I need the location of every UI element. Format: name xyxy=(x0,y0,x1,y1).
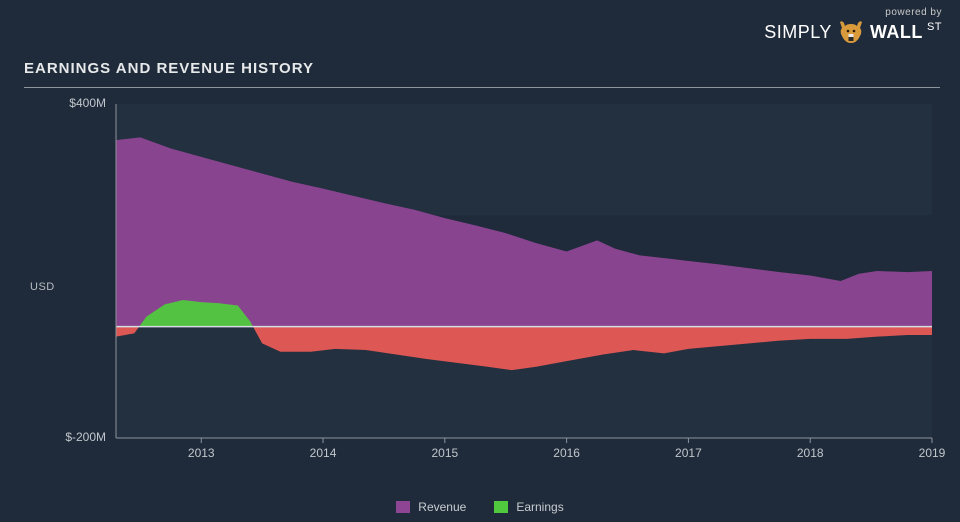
powered-by-label: powered by xyxy=(764,8,942,18)
legend-item-revenue: Revenue xyxy=(396,500,466,514)
chart-title: EARNINGS AND REVENUE HISTORY xyxy=(24,60,940,83)
x-tick-label: 2018 xyxy=(797,446,824,460)
x-tick-label: 2015 xyxy=(431,446,458,460)
legend-item-earnings: Earnings xyxy=(494,500,563,514)
title-rule xyxy=(24,87,940,88)
brand-logo: powered by SIMPLY WALL ST xyxy=(764,8,942,44)
y-tick-label: $400M xyxy=(69,96,106,110)
area-chart xyxy=(24,90,940,484)
chart-legend: Revenue Earnings xyxy=(0,500,960,514)
chart-header: EARNINGS AND REVENUE HISTORY xyxy=(24,60,940,88)
chart-container: USD $-200M$400M2013201420152016201720182… xyxy=(24,90,940,484)
y-axis-label: USD xyxy=(30,281,55,293)
brand-st: ST xyxy=(927,22,942,33)
brand-name: SIMPLY WALL ST xyxy=(764,20,942,44)
x-tick-label: 2017 xyxy=(675,446,702,460)
x-tick-label: 2019 xyxy=(919,446,946,460)
x-tick-label: 2013 xyxy=(188,446,215,460)
x-tick-label: 2014 xyxy=(310,446,337,460)
legend-swatch-revenue xyxy=(396,501,410,513)
brand-wall: WALL xyxy=(870,23,923,41)
x-tick-label: 2016 xyxy=(553,446,580,460)
bull-icon xyxy=(836,20,866,44)
legend-swatch-earnings xyxy=(494,501,508,513)
legend-label-earnings: Earnings xyxy=(516,500,563,514)
brand-simply: SIMPLY xyxy=(764,23,832,41)
legend-label-revenue: Revenue xyxy=(418,500,466,514)
y-tick-label: $-200M xyxy=(65,430,106,444)
